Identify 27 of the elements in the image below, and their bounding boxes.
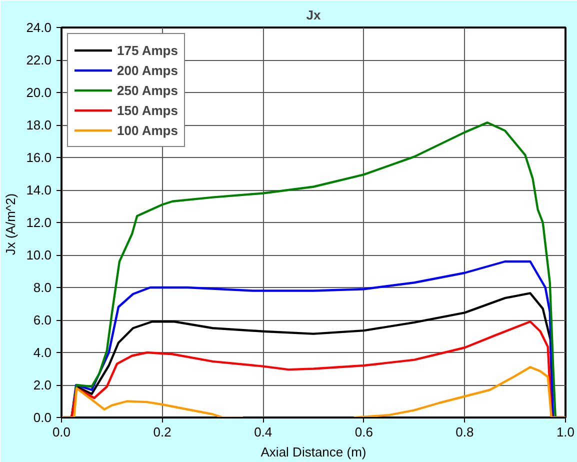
y-tick-label: 2.0 <box>33 378 52 392</box>
y-tick-label: 14.0 <box>26 182 52 198</box>
y-tick-label: 20.0 <box>26 85 52 100</box>
y-tick-label: 24.0 <box>26 20 52 35</box>
y-tick-label: 12.0 <box>26 215 52 230</box>
x-tick-label: 1.0 <box>556 424 575 440</box>
legend-label: 150 Amps <box>117 102 178 118</box>
y-tick-label: 8.0 <box>33 280 52 295</box>
x-tick-label: 0.2 <box>153 424 172 440</box>
y-tick-label: 16.0 <box>26 150 52 165</box>
y-tick-label: 22.0 <box>26 52 52 68</box>
x-tick-label: 0.0 <box>52 424 71 440</box>
legend-label: 200 Amps <box>117 62 178 78</box>
y-tick-label: 10.0 <box>26 248 52 262</box>
x-tick-label: 0.4 <box>254 424 272 440</box>
legend-label: 250 Amps <box>117 82 178 98</box>
y-tick-label: 4.0 <box>33 345 52 360</box>
y-tick-label: 0.0 <box>33 410 52 425</box>
chart-title: Jx <box>306 8 322 22</box>
y-tick-label: 18.0 <box>26 118 52 132</box>
x-axis-title: Axial Distance (m) <box>260 444 366 460</box>
x-tick-label: 0.6 <box>354 424 373 440</box>
y-tick-label: 6.0 <box>33 312 52 328</box>
y-axis-title: Jx (A/m^2) <box>3 193 18 256</box>
legend-label: 100 Amps <box>117 122 178 138</box>
legend-label: 175 Amps <box>117 42 178 58</box>
x-tick-label: 0.8 <box>456 424 474 440</box>
